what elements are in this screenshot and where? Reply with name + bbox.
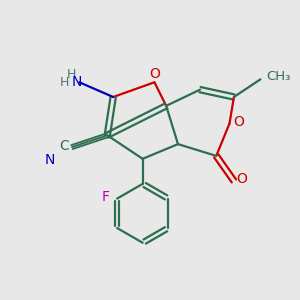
Text: H: H (66, 68, 76, 81)
Text: O: O (233, 115, 244, 129)
Text: O: O (149, 67, 160, 81)
Text: CH₃: CH₃ (266, 70, 291, 83)
Text: H: H (59, 76, 69, 89)
Text: F: F (102, 190, 110, 204)
Text: N: N (45, 153, 55, 167)
Text: C: C (59, 139, 69, 153)
Text: O: O (237, 172, 248, 186)
Text: N: N (71, 75, 82, 89)
